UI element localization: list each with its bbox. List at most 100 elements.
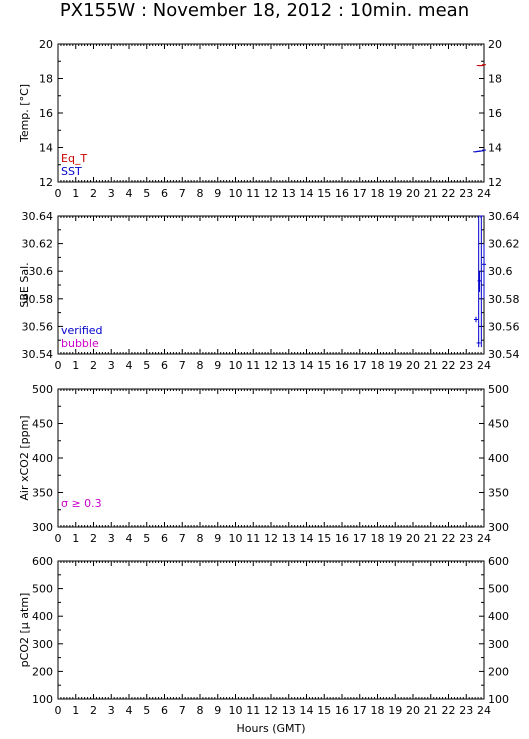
x-tick-label: 23 (459, 532, 473, 545)
y-tick-label-right: 30.62 (488, 238, 520, 251)
x-tick-label: 4 (126, 359, 133, 372)
chart-title: PX155W : November 18, 2012 : 10min. mean (59, 0, 470, 21)
x-tick-label: 15 (317, 359, 331, 372)
x-tick-label: 6 (161, 532, 168, 545)
y-tick-label-left: 14 (39, 142, 53, 155)
x-tick-label: 24 (477, 359, 491, 372)
x-tick-label: 24 (477, 704, 491, 717)
y-axis-label: SBE Sal. (18, 262, 31, 307)
plot-frame (57, 215, 485, 355)
x-tick-label: 15 (317, 704, 331, 717)
plot-frame (57, 43, 485, 183)
x-axis-label: Hours (GMT) (236, 722, 306, 735)
x-tick-label: 3 (108, 187, 115, 200)
legend-entry: SST (61, 165, 82, 178)
x-tick-label: 5 (143, 359, 150, 372)
x-tick-label: 13 (282, 359, 296, 372)
y-axis-label: pCO2 [μ atm] (18, 593, 31, 668)
x-tick-label: 14 (300, 359, 314, 372)
x-tick-label: 9 (214, 532, 221, 545)
y-tick-label-left: 300 (32, 638, 53, 651)
y-tick-label-right: 300 (488, 521, 509, 534)
y-tick-label-right: 450 (488, 418, 509, 431)
x-tick-label: 3 (108, 359, 115, 372)
x-tick-label: 13 (282, 704, 296, 717)
x-tick-label: 2 (90, 359, 97, 372)
y-tick-label-right: 30.56 (488, 320, 520, 333)
y-tick-label-right: 30.6 (488, 265, 513, 278)
x-tick-label: 0 (55, 359, 62, 372)
y-tick-label-left: 100 (32, 693, 53, 706)
y-tick-label-left: 500 (32, 583, 53, 596)
x-tick-label: 1 (72, 532, 79, 545)
x-tick-label: 0 (55, 532, 62, 545)
x-tick-label: 10 (229, 532, 243, 545)
y-tick-label-right: 30.54 (488, 348, 520, 361)
y-tick-label-left: 350 (32, 487, 53, 500)
y-tick-label-left: 18 (39, 73, 53, 86)
legend-entry: Eq_T (61, 152, 87, 165)
x-tick-label: 23 (459, 359, 473, 372)
y-tick-label-left: 30.54 (22, 348, 54, 361)
y-tick-label-right: 400 (488, 610, 509, 623)
x-tick-label: 20 (406, 532, 420, 545)
x-tick-label: 17 (353, 532, 367, 545)
x-tick-label: 21 (424, 532, 438, 545)
x-tick-label: 7 (179, 359, 186, 372)
y-tick-label-right: 300 (488, 638, 509, 651)
x-tick-label: 13 (282, 187, 296, 200)
x-tick-label: 3 (108, 704, 115, 717)
y-tick-label-right: 30.58 (488, 293, 520, 306)
x-tick-label: 12 (264, 704, 278, 717)
x-tick-label: 19 (388, 187, 402, 200)
x-tick-label: 9 (214, 187, 221, 200)
x-tick-label: 17 (353, 187, 367, 200)
x-tick-label: 21 (424, 359, 438, 372)
y-tick-label-right: 350 (488, 487, 509, 500)
x-tick-label: 14 (300, 532, 314, 545)
x-tick-label: 9 (214, 704, 221, 717)
x-tick-label: 23 (459, 187, 473, 200)
x-tick-label: 13 (282, 532, 296, 545)
x-tick-label: 20 (406, 187, 420, 200)
x-tick-label: 24 (477, 187, 491, 200)
x-tick-label: 5 (143, 187, 150, 200)
legend-entry: verified (61, 324, 103, 337)
y-tick-label-right: 500 (488, 383, 509, 396)
x-tick-label: 0 (55, 704, 62, 717)
x-tick-label: 11 (246, 532, 260, 545)
x-tick-label: 12 (264, 187, 278, 200)
x-tick-label: 21 (424, 187, 438, 200)
x-tick-label: 22 (442, 187, 456, 200)
x-tick-label: 8 (197, 532, 204, 545)
x-tick-label: 1 (72, 704, 79, 717)
y-tick-label-right: 500 (488, 583, 509, 596)
x-tick-label: 20 (406, 704, 420, 717)
x-tick-label: 4 (126, 187, 133, 200)
y-tick-label-right: 12 (488, 176, 502, 189)
x-tick-label: 12 (264, 359, 278, 372)
x-tick-label: 0 (55, 187, 62, 200)
y-axis-label: Air xCO2 [ppm] (18, 415, 31, 500)
y-tick-label-left: 200 (32, 665, 53, 678)
x-tick-label: 16 (335, 532, 349, 545)
x-tick-label: 9 (214, 359, 221, 372)
x-tick-label: 1 (72, 187, 79, 200)
x-tick-label: 23 (459, 704, 473, 717)
legend-entry: bubble (61, 337, 99, 350)
x-tick-label: 16 (335, 187, 349, 200)
x-tick-label: 3 (108, 532, 115, 545)
y-tick-label-right: 16 (488, 107, 502, 120)
x-tick-label: 6 (161, 187, 168, 200)
x-tick-label: 11 (246, 187, 260, 200)
y-tick-label-left: 500 (32, 383, 53, 396)
x-tick-label: 18 (371, 704, 385, 717)
y-tick-label-right: 400 (488, 452, 509, 465)
x-tick-label: 8 (197, 704, 204, 717)
y-tick-label-left: 600 (32, 555, 53, 568)
x-tick-label: 6 (161, 704, 168, 717)
x-tick-label: 5 (143, 532, 150, 545)
annotation-label: σ ≥ 0.3 (61, 497, 102, 510)
x-tick-label: 4 (126, 532, 133, 545)
x-tick-label: 7 (179, 187, 186, 200)
